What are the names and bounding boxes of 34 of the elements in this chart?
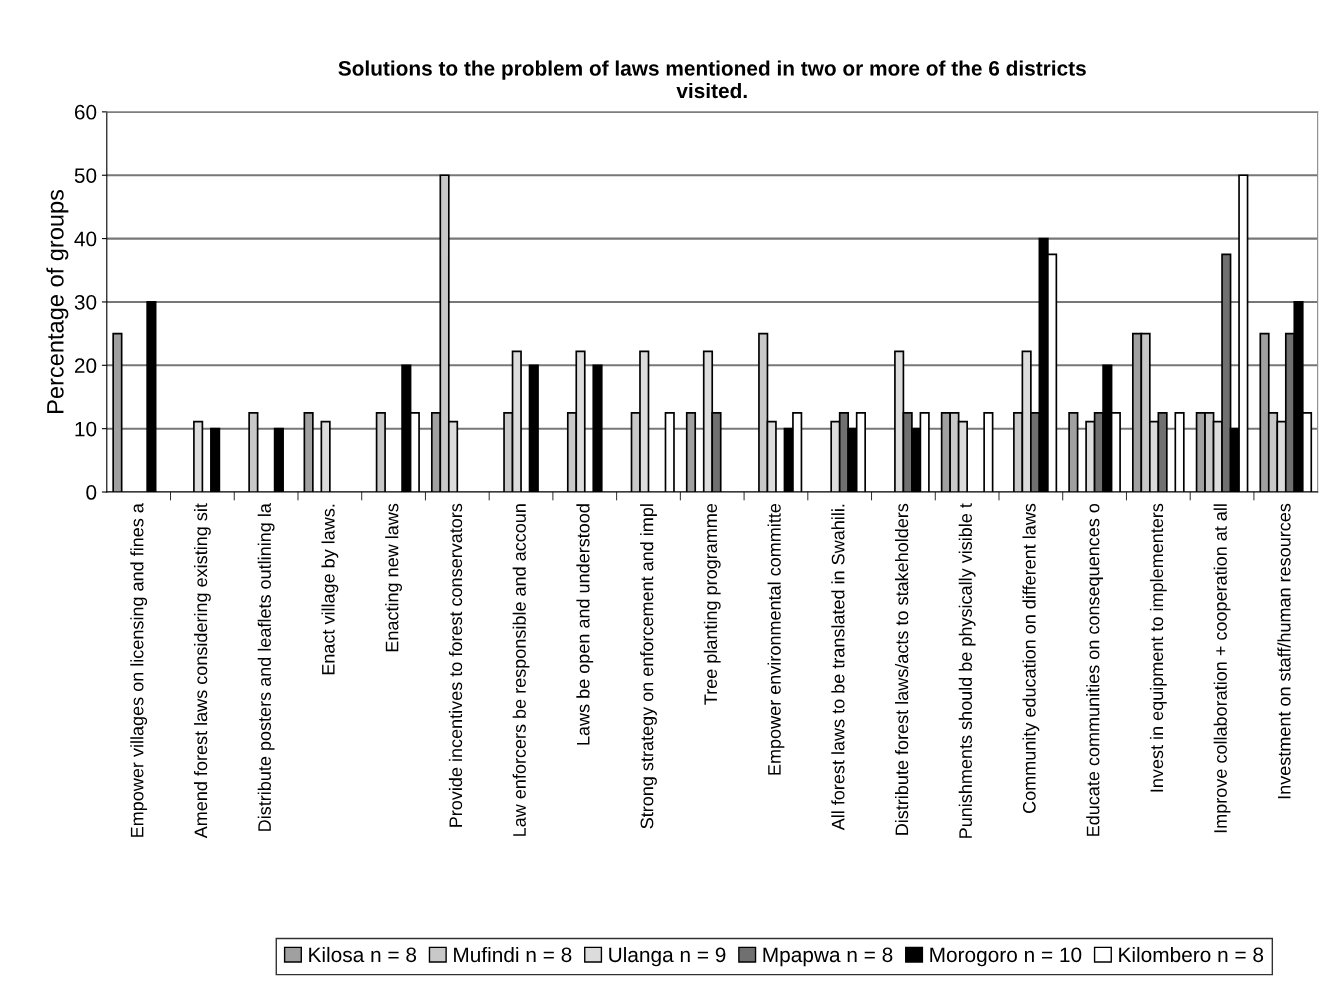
y-axis-title: Percentage of groups <box>46 189 69 413</box>
x-tick-label: Improve collaboration + cooperation at all <box>1213 504 1231 833</box>
legend-label: Mpapwa n = 8 <box>763 947 893 967</box>
x-tick-label: Laws be open and understood <box>576 504 594 745</box>
legend-label: Kilombero n = 8 <box>1119 946 1264 963</box>
legend-label: Ulanga n = 9 <box>609 946 726 967</box>
y-tick-label: 0 <box>86 485 97 500</box>
chart-title: Solutions to the problem of laws mentioned in two or more of the 6 districts visited. <box>338 60 1086 99</box>
x-tick-label: Community education on different laws <box>1022 503 1040 813</box>
x-tick-label: Investment on staff/human resources <box>1277 503 1291 799</box>
y-tick-label: 10 <box>75 421 97 437</box>
x-tick-label: Distribute posters and leaflets outlining la <box>257 503 275 831</box>
legend-label: Kilosa n = 8 <box>309 946 417 963</box>
y-tick-label: 40 <box>74 231 97 247</box>
x-tick-label: All forest laws to be translated in Swahili. <box>831 504 845 831</box>
y-tick-label: 30 <box>74 294 97 310</box>
x-tick-label: Punishments should be physically visible t <box>958 503 976 838</box>
x-tick-label: Provide incentives to forest conservators <box>448 503 463 827</box>
x-tick-label: Enacting new laws <box>385 503 402 652</box>
legend-label: Morogoro n = 10 <box>930 947 1082 967</box>
x-tick-label: Enact village by laws. <box>321 504 339 675</box>
y-tick-label: 20 <box>74 358 97 374</box>
y-tick-label: 50 <box>74 168 97 183</box>
x-tick-label: Empower villages on licensing and fines a <box>130 503 148 837</box>
y-tick-label: 60 <box>74 104 97 120</box>
x-tick-label: Amend forest laws considering existing sit <box>193 503 211 839</box>
x-tick-label: Strong strategy on enforcement and impl <box>640 504 657 829</box>
x-tick-label: Invest in equipment to implementers <box>1149 503 1167 792</box>
x-tick-label: Educate communities on consequences o <box>1086 503 1104 836</box>
x-tick-label: Distribute forest laws/acts to stakeholders <box>894 503 909 835</box>
x-tick-label: Empower environmental committe <box>767 503 785 775</box>
x-tick-label: Tree planting programme <box>703 503 721 705</box>
x-tick-label: Law enforcers be responsible and accoun <box>512 504 530 836</box>
legend-label: Mufindi n = 8 <box>454 946 572 963</box>
